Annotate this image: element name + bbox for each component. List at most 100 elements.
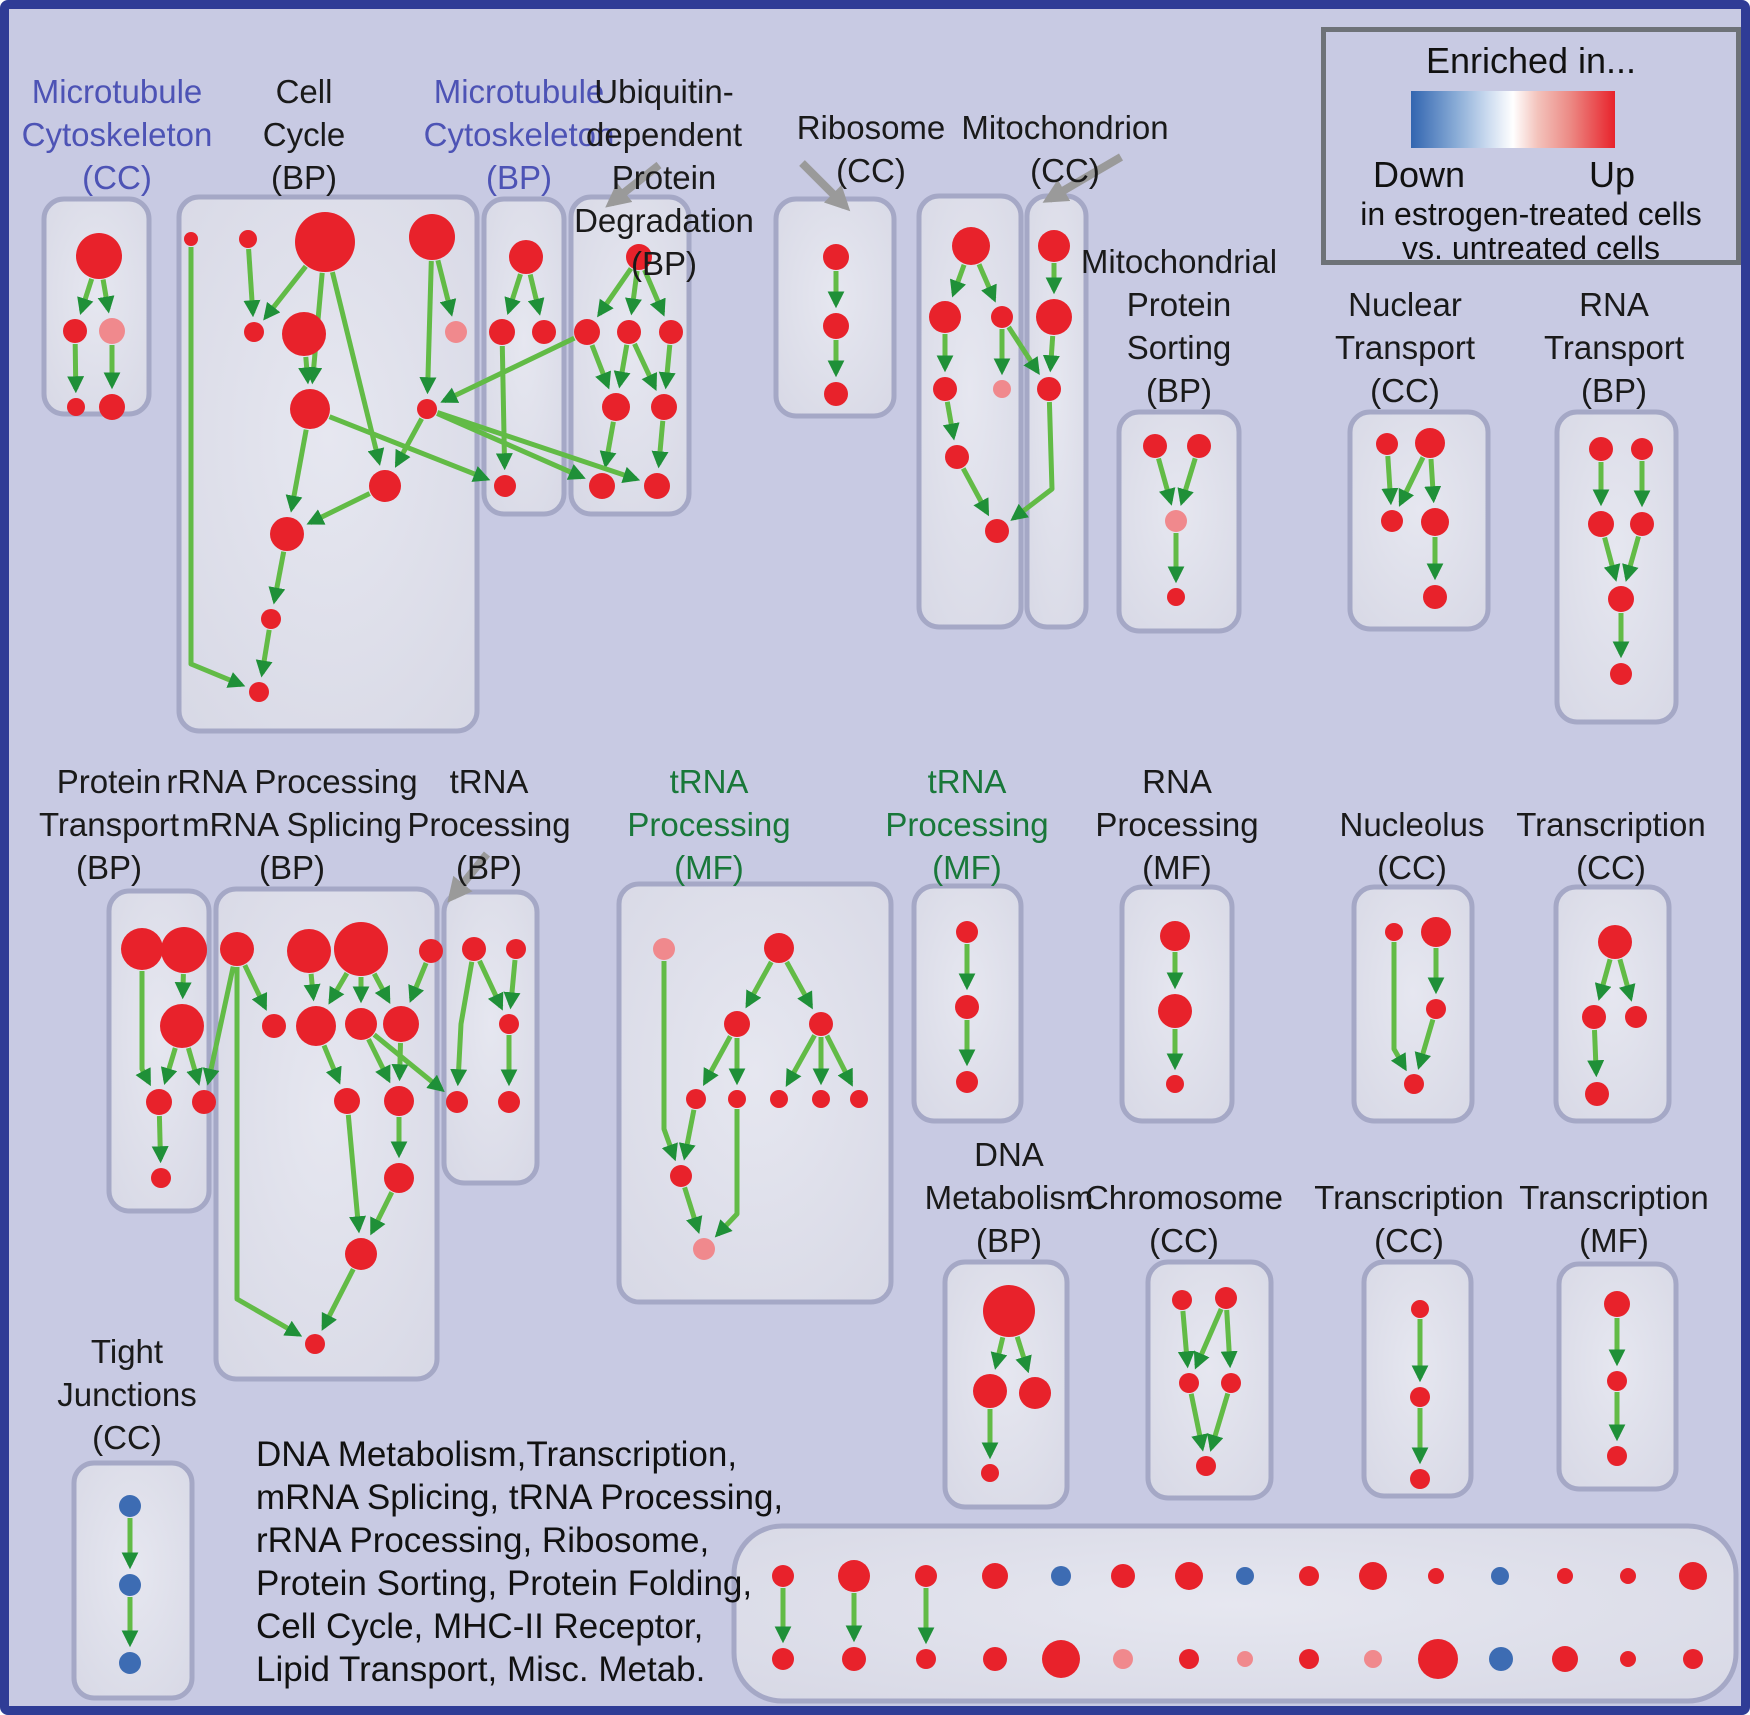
go-term-node [973,1374,1007,1408]
go-term-node [945,445,969,469]
go-term-node [824,382,848,406]
go-term-node [417,399,437,419]
group-label-rna-transport-bp: RNA Transport (BP) [1544,286,1684,409]
go-term-node [499,1014,519,1034]
hierarchy-edge [306,491,371,525]
go-term-node [823,313,849,339]
go-term-node [1042,1640,1080,1678]
go-term-node [956,921,978,943]
go-term-node [384,1086,414,1116]
hierarchy-edge [151,1115,169,1164]
go-term-node [76,233,122,279]
hierarchy-edges-layer [67,247,1651,1648]
group-label-ribosome-cc: Ribosome (CC) [796,109,946,189]
go-term-node [985,519,1009,543]
hierarchy-edge [1398,456,1426,507]
hierarchy-edge [366,1038,391,1084]
go-term-node [184,232,198,246]
go-term-node [933,377,957,401]
group-label-mitochondrial-protein-sorting-bp: Mitochondrial Protein Sorting (BP) [1080,243,1278,409]
hierarchy-edge [1193,1308,1224,1370]
go-term-node [345,1008,377,1040]
hierarchy-edge [1010,401,1055,521]
hierarchy-edge [435,259,457,317]
go-term-node [915,1565,937,1587]
go-term-node [724,1011,750,1037]
go-term-node [1236,1567,1254,1585]
go-term-node [384,1163,414,1193]
go-term-node [290,389,330,429]
hierarchy-edge [419,260,437,395]
go-term-node [1038,230,1070,262]
go-term-node [99,394,125,420]
go-term-node [1418,1639,1458,1679]
group-box-rrna-processing-mrna-splicing-bp [213,886,440,1382]
go-term-node [192,1090,216,1114]
go-term-node [119,1652,141,1674]
go-term-node [1604,1291,1630,1317]
go-term-node [728,1090,746,1108]
go-term-node [419,939,443,963]
hierarchy-edge [990,1336,1008,1370]
hierarchy-edge [394,417,424,468]
hierarchy-edge [255,629,273,678]
go-term-node [1631,438,1653,460]
hierarchy-edge [285,429,309,513]
misc-terms-note: DNA Metabolism,Transcription, mRNA Splic… [256,1435,784,1689]
hierarchy-edge [408,962,429,1003]
go-term-node [983,1285,1035,1337]
go-term-node [809,1012,833,1036]
hierarchy-edge [527,273,545,316]
hierarchy-edge [599,421,617,469]
go-term-node [983,1647,1007,1671]
go-term-node [991,306,1013,328]
go-term-node [952,227,990,265]
hierarchy-edge [503,959,521,1010]
go-term-node [955,995,979,1019]
go-term-node [1630,512,1654,536]
hierarchy-edge [824,1034,854,1087]
hierarchy-edge [185,1047,203,1086]
go-term-node [1607,1446,1627,1466]
go-term-node [383,1006,419,1042]
go-term-node [151,1168,171,1188]
group-label-nuclear-transport-cc: Nuclear Transport (CC) [1335,286,1475,409]
go-term-node [1165,510,1187,532]
go-term-node [498,1091,520,1113]
go-term-node [770,1090,788,1108]
hierarchy-edge [188,247,246,688]
hierarchy-edge [303,973,321,1002]
go-term-node [262,1014,286,1038]
hierarchy-edge [745,960,774,1009]
go-term-node [1143,434,1167,458]
go-term-node [574,319,600,345]
hierarchy-edge [714,1109,740,1238]
go-term-node [956,1071,978,1093]
hierarchy-edge [329,271,385,466]
go-term-node [916,1649,936,1669]
go-term-node [589,473,615,499]
go-term-node [462,937,486,961]
group-box-chromosome-cc [1145,1259,1274,1501]
go-term-node [1557,1568,1573,1584]
go-term-node [1679,1562,1707,1590]
go-term-node [334,1088,360,1114]
go-term-node [1421,508,1449,536]
go-term-node [617,320,641,344]
go-term-node [1381,510,1403,532]
go-term-node [1625,1006,1647,1028]
legend-subtitle-line2: vs. untreated cells [1402,230,1660,266]
go-term-node [1221,1373,1241,1393]
hierarchy-edge [504,273,523,316]
hierarchy-edge [243,248,261,318]
hierarchy-edge [976,263,997,303]
go-term-node [693,1238,715,1260]
hierarchy-edge [321,1267,356,1331]
go-term-node [506,939,526,959]
go-term-node [99,318,125,344]
hierarchy-edge [1594,958,1613,1001]
go-term-node [1683,1649,1703,1669]
go-term-node [1037,377,1061,401]
hierarchy-edge [234,967,303,1337]
go-term-node [1620,1651,1636,1667]
